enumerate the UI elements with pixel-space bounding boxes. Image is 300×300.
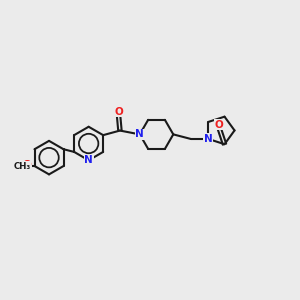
Text: O: O [23, 160, 32, 170]
Text: CH₃: CH₃ [13, 161, 31, 170]
Text: N: N [135, 129, 144, 140]
Text: O: O [114, 106, 123, 116]
Text: N: N [204, 134, 213, 144]
Text: N: N [84, 155, 93, 165]
Text: O: O [214, 120, 223, 130]
